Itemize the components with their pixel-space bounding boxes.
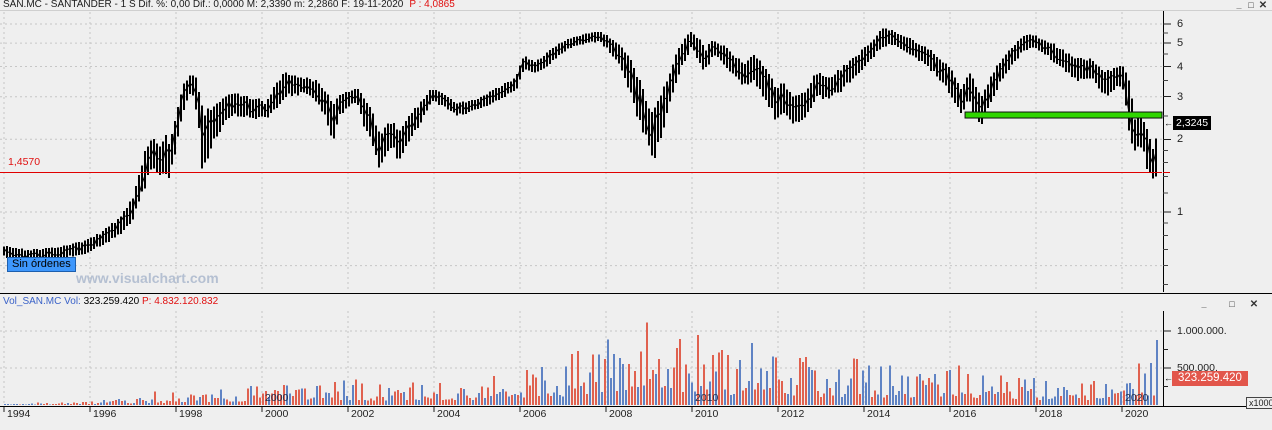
main-title-last-price: P : 4,0865: [409, 0, 455, 10]
volume-axis-label: 500.000.: [1177, 362, 1218, 374]
time-axis-year-label: 1998: [179, 408, 203, 420]
price-axis-label: 6: [1177, 18, 1184, 30]
main-window-controls: _ □ ✕: [1233, 0, 1269, 11]
time-axis-year-label: 2000: [265, 408, 289, 420]
time-axis-year-label: 2010: [695, 408, 719, 420]
volume-decade-label: 2020: [1125, 392, 1149, 404]
time-axis-year-label: 1996: [93, 408, 117, 420]
time-axis-year-label: 2014: [867, 408, 891, 420]
time-axis-year-label: 2018: [1039, 408, 1063, 420]
minimize-icon[interactable]: _: [1201, 299, 1207, 309]
volume-decade-label: 2000: [265, 392, 289, 404]
price-axis-label: 1: [1177, 206, 1184, 218]
visualchart-watermark: www.visualchart.com: [76, 270, 219, 286]
maximize-icon[interactable]: □: [1248, 0, 1254, 10]
maximize-icon[interactable]: □: [1229, 299, 1235, 309]
time-axis-year-label: 2016: [953, 408, 977, 420]
price-series-bars[interactable]: [3, 28, 1157, 263]
volume-bars-down[interactable]: [19, 322, 1155, 405]
price-axis-label: 5: [1177, 37, 1184, 49]
support-line-label: 1,4570: [8, 156, 41, 168]
price-axis-label: 2: [1177, 133, 1184, 145]
main-title-text: SAN.MC - SANTANDER - 1 S Dif. %: 0,00 Di…: [3, 0, 404, 10]
volume-window-controls: _ □ ✕: [1190, 299, 1262, 310]
volume-panel-header: Vol_SAN.MC Vol: 323.259.420 P: 4.832.120…: [3, 296, 218, 307]
time-axis-year-label: 2020: [1125, 408, 1149, 420]
volume-axis-label: 1.000.000.: [1177, 325, 1227, 337]
main-chart-titlebar[interactable]: SAN.MC - SANTANDER - 1 S Dif. %: 0,00 Di…: [0, 0, 1272, 11]
time-axis-year-label: 2006: [523, 408, 547, 420]
price-series-line: [3, 33, 1157, 260]
price-axis-label: 3: [1177, 91, 1184, 103]
current-volume-tag: 323.259.420: [1172, 371, 1248, 386]
time-axis-year-label: 2002: [351, 408, 375, 420]
volume-tag-arrow-icon: ←: [1164, 373, 1173, 383]
price-tag-arrow-icon: ←: [1164, 118, 1173, 128]
volume-current-value: 323.259.420: [80, 296, 142, 307]
last-price-tag: 2,3245: [1173, 116, 1212, 130]
no-orders-badge: Sin órdenes: [7, 257, 76, 272]
volume-p-total: P: 4.832.120.832: [141, 296, 219, 307]
volume-decade-label: 2010: [695, 392, 719, 404]
time-axis-year-label: 2004: [437, 408, 461, 420]
volume-multiplier-label: x1000: [1246, 397, 1272, 409]
volume-bars-up[interactable]: [4, 339, 1158, 405]
time-axis-year-label: 2008: [609, 408, 633, 420]
time-axis-year-label: 1994: [7, 408, 31, 420]
close-icon[interactable]: ✕: [1249, 299, 1259, 310]
price-axis-label: 4: [1177, 61, 1184, 73]
time-axis-year-label: 2012: [781, 408, 805, 420]
volume-indicator-name: Vol_SAN.MC Vol:: [3, 296, 81, 307]
resistance-line[interactable]: [964, 111, 1163, 119]
minimize-icon[interactable]: _: [1236, 0, 1242, 10]
close-icon[interactable]: ✕: [1258, 0, 1268, 11]
